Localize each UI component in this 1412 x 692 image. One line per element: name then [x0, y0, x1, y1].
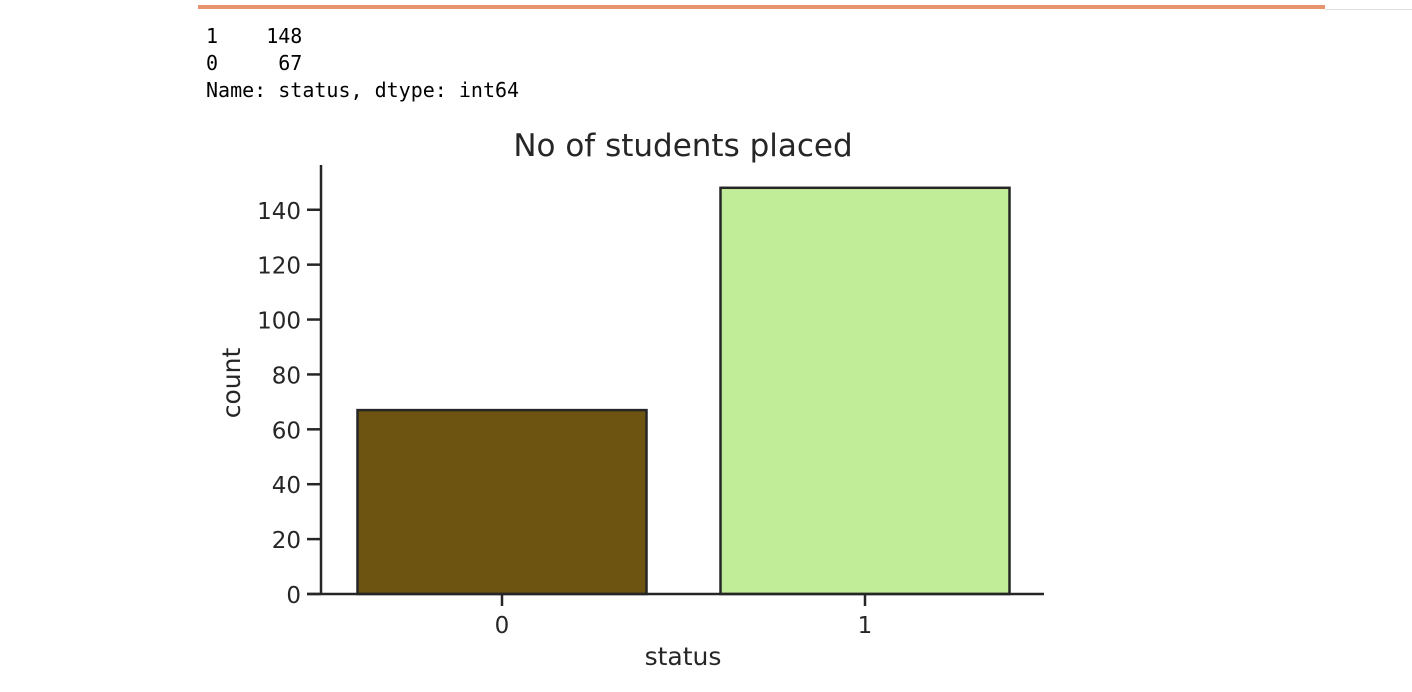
output-line-1: 1 148 [206, 24, 303, 48]
x-axis-label: status [645, 642, 722, 671]
output-line-3: Name: status, dtype: int64 [206, 78, 520, 102]
bar-1 [719, 186, 1011, 596]
chart-title: No of students placed [513, 128, 852, 164]
y-tick-label: 40 [272, 473, 301, 499]
x-tick-label: 0 [495, 613, 510, 639]
y-tick-label: 60 [272, 418, 301, 444]
y-tick-label: 0 [286, 583, 301, 609]
output-line-2: 0 67 [206, 51, 303, 75]
console-output: 1 148 0 67 Name: status, dtype: int64 [206, 23, 519, 104]
cell-progress-strip [198, 5, 1325, 9]
y-tick-label: 80 [272, 363, 301, 389]
y-tick-label: 20 [272, 528, 301, 554]
x-tick-label: 1 [858, 613, 873, 639]
y-axis-label: count [217, 348, 246, 419]
y-tick-label: 140 [257, 199, 301, 225]
cell-top-border [1325, 9, 1412, 10]
bar-0 [356, 408, 648, 596]
y-tick-label: 100 [257, 309, 301, 335]
y-tick-label: 120 [257, 254, 301, 280]
